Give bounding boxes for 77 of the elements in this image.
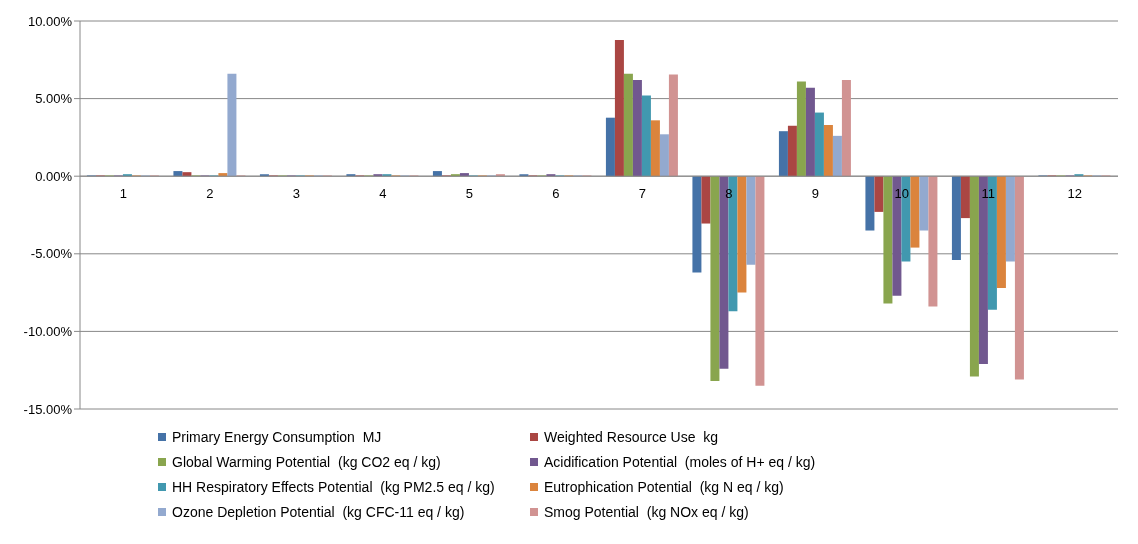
- bar: [841, 79, 851, 177]
- x-tick-label: 7: [638, 186, 646, 202]
- bar: [874, 176, 884, 212]
- x-tick-label: 12: [1067, 186, 1082, 202]
- bar: [227, 73, 237, 177]
- x-tick-label: 9: [811, 186, 819, 202]
- bar: [737, 176, 747, 293]
- x-tick-label: 1: [119, 186, 127, 202]
- bar: [495, 174, 505, 177]
- bar: [928, 176, 938, 307]
- bar: [710, 176, 720, 382]
- y-tick-label: -5.00%: [30, 246, 73, 262]
- bar: [728, 176, 738, 312]
- legend-label: HH Respiratory Effects Potential (kg PM2.5 eq / kg): [172, 479, 495, 495]
- bar: [546, 174, 556, 177]
- bar: [865, 176, 875, 231]
- legend-label: Weighted Resource Use kg: [544, 429, 719, 445]
- bar: [951, 176, 961, 261]
- bar: [623, 73, 633, 177]
- y-tick-label: -15.00%: [23, 401, 73, 417]
- y-tick-label: 0.00%: [35, 168, 73, 184]
- bar: [832, 135, 842, 177]
- bar: [960, 176, 970, 219]
- x-tick-label: 11: [981, 186, 995, 202]
- bar: [641, 95, 651, 177]
- x-tick-label: 5: [465, 186, 473, 202]
- y-tick-label: 5.00%: [35, 91, 73, 107]
- bar: [969, 176, 979, 377]
- bar: [182, 172, 192, 177]
- bar: [519, 174, 529, 177]
- bar: [910, 176, 920, 248]
- bar: [614, 40, 624, 177]
- y-tick-label: -10.00%: [23, 324, 73, 340]
- bar: [218, 173, 228, 177]
- bar: [122, 174, 132, 177]
- bar: [823, 124, 833, 177]
- bar: [432, 171, 442, 177]
- bar: [701, 176, 711, 224]
- bar: [883, 176, 893, 304]
- bar: [632, 79, 642, 177]
- bar: [668, 74, 678, 177]
- x-tick-label: 4: [379, 186, 387, 202]
- x-tick-label: 8: [725, 186, 733, 202]
- bar: [173, 171, 183, 177]
- legend-label: Primary Energy Consumption MJ: [172, 429, 382, 445]
- bar: [996, 176, 1006, 288]
- bar: [692, 176, 702, 273]
- bar: [746, 176, 756, 265]
- bar: [796, 81, 806, 177]
- bar: [778, 131, 788, 177]
- bar: [459, 173, 469, 177]
- bar: [919, 176, 929, 231]
- bar: [346, 174, 356, 177]
- bar: [382, 174, 392, 177]
- legend-label: Acidification Potential (moles of H+ eq / kg): [544, 454, 816, 470]
- bar: [373, 174, 383, 177]
- bar: [805, 87, 815, 177]
- bar: [450, 174, 460, 177]
- x-tick-label: 3: [292, 186, 300, 202]
- legend-label: Smog Potential (kg NOx eq / kg): [544, 504, 749, 520]
- x-tick-label: 2: [206, 186, 214, 202]
- x-tick-label: 10: [894, 186, 909, 202]
- bar: [1005, 176, 1015, 262]
- bar: [1074, 174, 1084, 177]
- x-tick-label: 6: [552, 186, 560, 202]
- bar: [814, 112, 824, 177]
- y-tick-label: 10.00%: [27, 13, 73, 29]
- bar: [259, 174, 269, 177]
- legend-label: Ozone Depletion Potential (kg CFC-11 eq / kg): [172, 504, 465, 520]
- bar: [605, 117, 615, 177]
- legend-label: Eutrophication Potential (kg N eq / kg): [544, 479, 784, 495]
- bar: [787, 125, 797, 177]
- bar: [659, 134, 669, 177]
- bar: [650, 120, 660, 177]
- bar: [1014, 176, 1024, 380]
- legend-label: Global Warming Potential (kg CO2 eq / kg): [172, 454, 441, 470]
- bar: [755, 176, 765, 386]
